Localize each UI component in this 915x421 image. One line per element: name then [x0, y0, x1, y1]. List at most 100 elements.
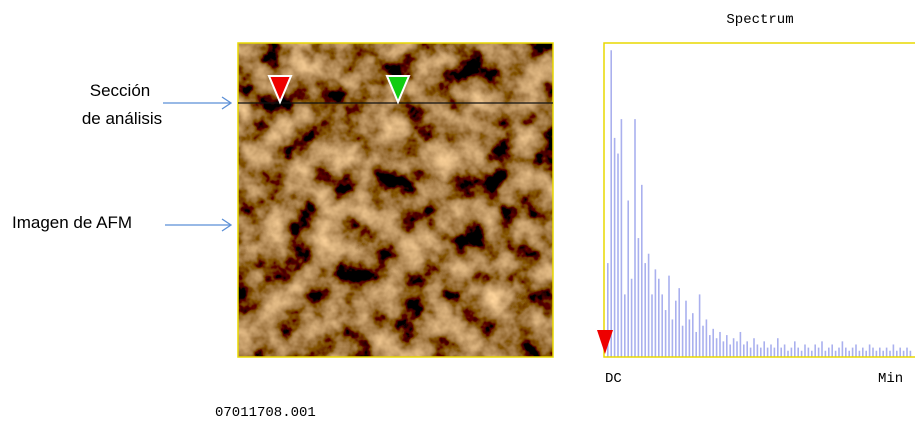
spectrum-bar: [902, 350, 905, 357]
spectrum-frame: [603, 42, 915, 358]
spectrum-bar: [743, 344, 745, 357]
spectrum-bar: [770, 344, 772, 357]
spectrum-bar: [780, 347, 782, 357]
spectrum-bar: [617, 153, 619, 357]
spectrum-bar: [753, 338, 755, 357]
spectrum-bar: [654, 269, 657, 357]
spectrum-bar: [705, 319, 708, 357]
spectrum-bar: [675, 300, 677, 357]
image-frame: [237, 42, 554, 358]
spectrum-bar: [732, 338, 735, 357]
spectrum-bar: [811, 350, 813, 357]
spectrum-bar: [800, 350, 803, 357]
spectrum-bar: [889, 350, 891, 357]
spectrum-bar: [709, 335, 711, 357]
spectrum-bar: [681, 325, 684, 357]
spectrum-bar: [746, 341, 748, 357]
spectrum-bar: [607, 263, 609, 357]
spectrum-bar: [892, 344, 895, 357]
spectrum-bar: [875, 350, 878, 357]
spectrum-bar: [661, 294, 663, 357]
spectrum-bar: [719, 331, 721, 357]
spectrum-bar: [834, 350, 837, 357]
spectrum-bar: [610, 50, 612, 357]
spectrum-bar: [692, 313, 694, 357]
spectrum-bar: [872, 347, 874, 357]
spectrum-bar: [637, 238, 640, 357]
file-name: 07011708.001: [215, 405, 316, 421]
spectrum-bar: [722, 341, 725, 357]
spectrum-bar: [821, 341, 823, 357]
spectrum-bar: [851, 347, 854, 357]
cursor-green[interactable]: [385, 75, 411, 105]
spectrum-bar: [627, 200, 629, 357]
spectrum-bar: [899, 347, 901, 357]
spectrum-bar: [777, 338, 779, 357]
spectrum-bar: [678, 288, 680, 357]
spectrum-bar: [651, 294, 653, 357]
spectrum-bar: [882, 350, 884, 357]
spectrum-bar: [620, 119, 623, 358]
spectrum-bars: [607, 50, 912, 358]
spectrum-bar: [756, 344, 759, 357]
spectrum-bar: [749, 347, 752, 357]
spectrum-bar: [766, 347, 769, 357]
spectrum-bar: [909, 350, 912, 357]
spectrum-bar: [726, 335, 728, 357]
spectrum-bar: [845, 347, 847, 357]
spectrum-bar: [712, 328, 714, 357]
spectrum-bar: [760, 347, 762, 357]
spectrum-bar: [855, 344, 857, 357]
spectrum-bar: [634, 119, 636, 358]
spectrum-bar: [896, 350, 898, 357]
spectrum-bar: [807, 347, 810, 357]
spectrum-bar: [624, 294, 626, 357]
x-label: Min: [878, 371, 903, 387]
spectrum-bar: [828, 347, 830, 357]
spectrum-bar: [817, 347, 820, 357]
spectrum-bar: [879, 347, 881, 357]
spectrum-bar: [695, 331, 697, 357]
spectrum-bar: [865, 350, 867, 357]
spectrum-bar: [824, 350, 827, 357]
spectrum-bar: [773, 347, 776, 357]
spectrum-bar: [671, 319, 674, 357]
spectrum-bar: [797, 347, 799, 357]
spectrum-bar: [804, 344, 806, 357]
spectrum-bar: [644, 263, 646, 357]
spectrum-bar: [715, 338, 718, 357]
spectrum-bar: [787, 350, 789, 357]
spectrum-bar: [698, 294, 701, 357]
spectrum-bar: [685, 300, 687, 357]
spectrum-bar: [841, 341, 844, 357]
spectrum-bar: [848, 350, 850, 357]
spectrum-bar: [647, 253, 650, 357]
arrows: [163, 96, 233, 232]
spectrum-bar: [641, 184, 643, 357]
spectrum-bar: [862, 347, 864, 357]
dc-cursor[interactable]: [597, 330, 613, 354]
spectrum-bar: [885, 347, 888, 357]
spectrum-title: Spectrum: [726, 12, 793, 28]
spectrum-bar: [783, 344, 786, 357]
spectrum-bar: [664, 310, 667, 357]
spectrum-bar: [729, 344, 731, 357]
spectrum-bar: [736, 341, 738, 357]
spectrum-bar: [739, 331, 742, 357]
annotation: Imagen de AFM: [12, 213, 132, 232]
spectrum-bar: [838, 347, 840, 357]
cursor-red[interactable]: [267, 75, 293, 105]
spectrum-bar: [790, 347, 793, 357]
x-label: DC: [605, 371, 622, 387]
spectrum-bar: [868, 344, 871, 357]
spectrum-bar: [794, 341, 796, 357]
spectrum-bar: [688, 319, 691, 357]
spectrum-bar: [668, 275, 670, 357]
spectrum-bar: [814, 344, 816, 357]
spectrum-bar: [658, 278, 660, 357]
spectrum-bar: [858, 350, 861, 357]
spectrum-bar: [630, 278, 633, 357]
spectrum-bar: [831, 344, 833, 357]
